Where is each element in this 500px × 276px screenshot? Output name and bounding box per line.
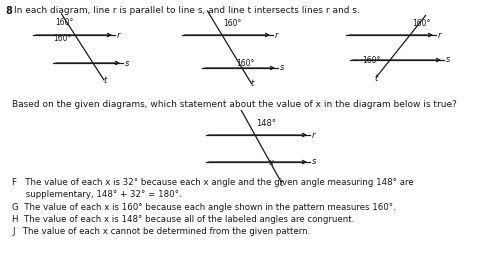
Text: t: t bbox=[103, 76, 106, 85]
Text: 148°: 148° bbox=[256, 119, 276, 128]
Text: t: t bbox=[279, 179, 282, 188]
Text: x: x bbox=[268, 158, 273, 167]
Text: t: t bbox=[250, 79, 254, 88]
Text: Based on the given diagrams, which statement about the value of x in the diagram: Based on the given diagrams, which state… bbox=[12, 100, 457, 109]
Text: H  The value of each x is 148° because all of the labeled angles are congruent.: H The value of each x is 148° because al… bbox=[12, 215, 354, 224]
Text: supplementary, 148° + 32° = 180°.: supplementary, 148° + 32° = 180°. bbox=[12, 190, 181, 199]
Text: r: r bbox=[275, 31, 278, 39]
Text: 160°: 160° bbox=[54, 34, 72, 43]
Text: 160°: 160° bbox=[362, 56, 380, 65]
Text: r: r bbox=[117, 31, 120, 39]
Text: J   The value of each x cannot be determined from the given pattern.: J The value of each x cannot be determin… bbox=[12, 227, 310, 236]
Text: G  The value of each x is 160° because each angle shown in the pattern measures : G The value of each x is 160° because ea… bbox=[12, 203, 396, 212]
Text: F   The value of each x is 32° because each x angle and the given angle measurin: F The value of each x is 32° because eac… bbox=[12, 178, 413, 187]
Text: In each diagram, line r is parallel to line s, and line t intersects lines r and: In each diagram, line r is parallel to l… bbox=[14, 6, 360, 15]
Text: 160°: 160° bbox=[223, 19, 242, 28]
Text: s: s bbox=[446, 55, 450, 65]
Text: s: s bbox=[280, 63, 284, 73]
Text: 160°: 160° bbox=[412, 19, 430, 28]
Text: 160°: 160° bbox=[236, 59, 255, 68]
Text: 8: 8 bbox=[5, 6, 12, 16]
Text: 160°: 160° bbox=[56, 18, 74, 27]
Text: t: t bbox=[374, 74, 378, 83]
Text: r: r bbox=[312, 131, 316, 139]
Text: s: s bbox=[125, 59, 130, 68]
Text: s: s bbox=[312, 158, 316, 166]
Text: r: r bbox=[438, 31, 442, 39]
